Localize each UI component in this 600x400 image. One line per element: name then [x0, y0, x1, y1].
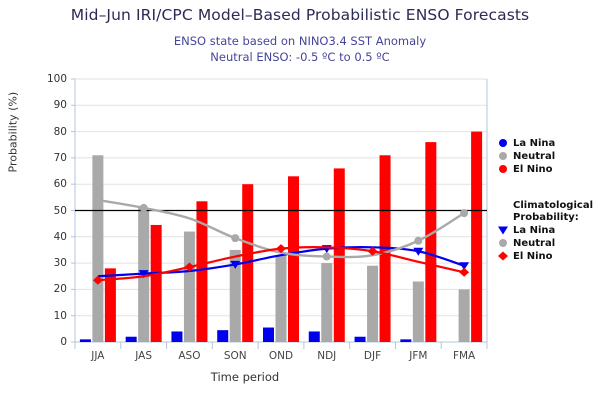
bar-neutral[interactable] — [183, 231, 195, 342]
legend-label-forecast-el-nino: El Nino — [513, 164, 553, 175]
bar-el-nino[interactable] — [333, 168, 345, 342]
marker-climatological-la-nina — [413, 247, 424, 256]
y-tick-label: 50 — [53, 204, 67, 217]
marker-climatological-la-nina — [138, 270, 149, 279]
bar-el-nino[interactable] — [288, 176, 299, 342]
chart-subtitle-line1: ENSO state based on NINO3.4 SST Anomaly — [173, 34, 427, 48]
legend-clim-heading-line1: Climatological — [513, 200, 593, 211]
bar-la-nina[interactable] — [217, 330, 229, 342]
legend-marker-climatology-el-nino — [498, 251, 508, 261]
marker-climatological-neutral — [139, 203, 148, 212]
bar-el-nino[interactable] — [196, 201, 208, 342]
bar-neutral[interactable] — [321, 263, 333, 342]
marker-climatological-la-nina — [230, 260, 241, 269]
bar-la-nina[interactable] — [263, 327, 274, 342]
legend-label-forecast-neutral: Neutral — [513, 151, 556, 162]
y-tick-label: 100 — [46, 73, 67, 85]
y-tick-label: 90 — [53, 99, 67, 112]
y-tick-label: 0 — [60, 336, 67, 348]
y-tick-label: 10 — [53, 309, 67, 322]
chart-title: Mid–Jun IRI/CPC Model–Based Probabilisti… — [70, 6, 530, 24]
y-tick-label: 20 — [53, 283, 67, 296]
bar-neutral[interactable] — [412, 281, 424, 342]
marker-climatological-el-nino — [184, 262, 195, 272]
legend-marker-forecast-la-nina — [499, 139, 507, 147]
x-tick-label-aso: ASO — [178, 350, 201, 362]
bar-neutral[interactable] — [229, 249, 241, 342]
marker-climatological-el-nino — [367, 246, 378, 256]
y-tick-label: 30 — [53, 257, 67, 270]
legend-marker-climatology-la-nina — [498, 226, 508, 235]
x-tick-label-jfm: JFM — [409, 350, 428, 362]
marker-climatological-neutral — [460, 209, 469, 218]
bar-el-nino[interactable] — [150, 224, 162, 342]
chart-subtitle-line2: Neutral ENSO: -0.5 ºC to 0.5 ºC — [210, 50, 390, 64]
marker-climatological-la-nina — [459, 262, 470, 271]
bar-neutral[interactable] — [367, 265, 379, 342]
legend-marker-forecast-el-nino — [499, 165, 507, 173]
bar-el-nino[interactable] — [471, 131, 483, 342]
legend-marker-forecast-neutral — [499, 152, 507, 160]
x-tick-label-ndj: NDJ — [317, 350, 337, 362]
y-tick-label: 80 — [53, 125, 67, 138]
legend-label-climatology-la-nina: La Nina — [513, 225, 556, 236]
bar-la-nina[interactable] — [79, 339, 91, 342]
x-axis-label: Time period — [210, 370, 280, 384]
x-tick-label-jja: JJA — [91, 350, 105, 362]
y-tick-label: 70 — [53, 151, 67, 164]
marker-climatological-el-nino — [459, 267, 470, 277]
bar-neutral[interactable] — [275, 255, 287, 342]
bar-la-nina[interactable] — [400, 339, 412, 342]
x-tick-label-fma: FMA — [452, 350, 476, 362]
legend-label-climatology-el-nino: El Nino — [513, 251, 553, 262]
bar-la-nina[interactable] — [354, 336, 366, 342]
y-tick-label: 60 — [53, 178, 67, 191]
marker-climatological-el-nino — [276, 244, 286, 254]
bar-la-nina[interactable] — [171, 331, 183, 342]
bar-neutral[interactable] — [458, 289, 470, 342]
legend-label-climatology-neutral: Neutral — [513, 238, 556, 249]
x-tick-label-son: SON — [223, 350, 247, 362]
legend-markers — [498, 139, 508, 261]
legend-marker-climatology-neutral — [499, 239, 507, 247]
bar-la-nina[interactable] — [125, 336, 137, 342]
x-tick-label-jas: JAS — [135, 350, 153, 362]
marker-climatological-neutral — [322, 252, 331, 261]
marker-climatological-el-nino — [92, 275, 103, 285]
marker-climatological-neutral — [231, 234, 240, 243]
bar-la-nina[interactable] — [308, 331, 320, 342]
y-tick-label: 40 — [53, 230, 67, 243]
bar-el-nino[interactable] — [104, 268, 116, 342]
legend-clim-heading-line2: Probability: — [513, 212, 579, 223]
x-tick-label-ond: OND — [268, 350, 294, 362]
legend-label-forecast-la-nina: La Nina — [513, 138, 556, 149]
marker-climatological-neutral — [414, 236, 423, 245]
bar-el-nino[interactable] — [425, 142, 437, 342]
bar-neutral[interactable] — [92, 155, 104, 342]
x-tick-label-djf: DJF — [363, 350, 382, 362]
